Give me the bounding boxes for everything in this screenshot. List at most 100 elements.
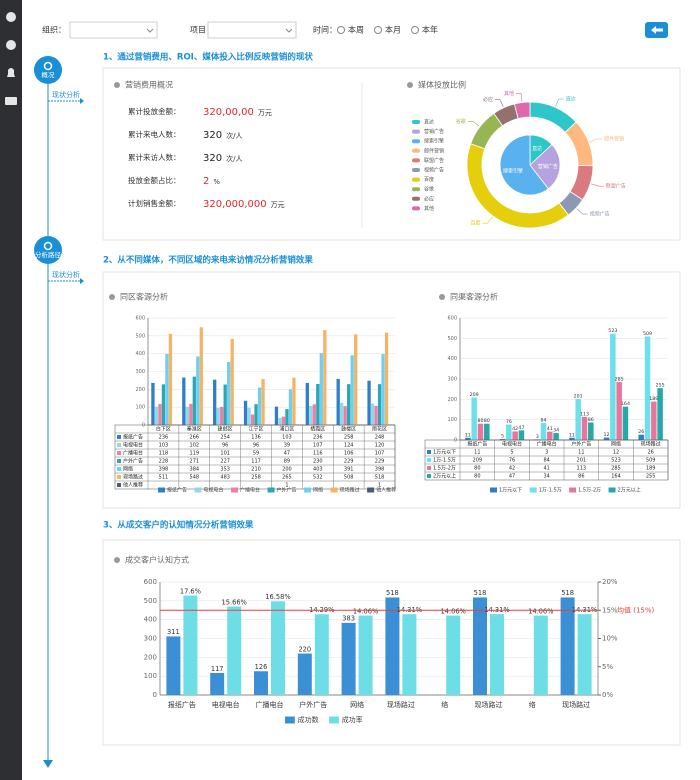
bar — [210, 672, 225, 695]
table-header: 浦口区 — [279, 426, 294, 433]
dashboard-icon[interactable] — [6, 12, 16, 22]
legend-label: 1万元以下 — [499, 488, 522, 494]
legend-label: 成功数 — [298, 715, 319, 724]
timeline-link[interactable]: 现状分析 — [52, 270, 80, 279]
y-tick-label: 500 — [447, 336, 457, 342]
legend-label: 邮件营销 — [424, 147, 444, 154]
legend-swatch — [529, 487, 537, 493]
table-cell: 236 — [313, 435, 323, 441]
table-cell: 230 — [313, 459, 323, 465]
table-cell: 96 — [222, 443, 228, 449]
radio-label: 本月 — [385, 25, 401, 35]
legend-label: 成功率 — [342, 715, 363, 724]
table-cell: 80 — [474, 474, 480, 480]
legend-swatch — [367, 487, 375, 493]
bar — [312, 404, 316, 425]
legend-swatch — [194, 487, 202, 493]
header-dot — [439, 294, 445, 300]
data-label: 80 — [477, 418, 483, 424]
legend-label: 现场路过 — [340, 487, 360, 494]
data-label: 189 — [649, 396, 658, 402]
bar — [254, 404, 258, 425]
radio[interactable] — [374, 26, 382, 34]
bar — [199, 327, 203, 425]
table-cell: 255 — [646, 474, 656, 480]
header-dot — [407, 82, 413, 88]
bar — [384, 332, 389, 425]
data-label: 26 — [638, 429, 644, 435]
table-row-label: 1万-1.5万 — [433, 458, 456, 464]
bar — [288, 389, 293, 425]
legend-label: 户外广告 — [277, 487, 297, 494]
bar — [316, 383, 320, 425]
table-cell: 228 — [159, 459, 169, 465]
radio[interactable] — [411, 26, 419, 34]
bell-icon[interactable] — [7, 68, 15, 77]
bar — [323, 330, 327, 425]
data-label: 117 — [211, 665, 224, 673]
header-dot — [109, 294, 115, 300]
project-select[interactable] — [207, 21, 297, 39]
bar — [588, 422, 594, 440]
legend-label: 他人推荐 — [376, 487, 396, 494]
table-cell: 103 — [159, 443, 169, 449]
summary-unit: 次/人 — [226, 131, 242, 140]
data-label: 518 — [474, 589, 487, 597]
table-cell: 116 — [313, 451, 323, 457]
bar — [227, 606, 242, 695]
bar — [336, 378, 340, 425]
y-tick-label: 400 — [447, 356, 457, 362]
slice-label: 视频广告 — [590, 211, 610, 218]
data-label: 34 — [553, 428, 559, 434]
bar — [213, 379, 217, 425]
table-header: 网络 — [611, 441, 621, 448]
y-tick-label: 500 — [144, 597, 157, 605]
bar — [243, 400, 248, 425]
data-label: 126 — [255, 663, 268, 671]
radio[interactable] — [337, 26, 345, 34]
bar — [343, 406, 347, 425]
y-tick-label: 600 — [135, 316, 145, 322]
bar — [297, 653, 312, 695]
x-tick-label: 络 — [441, 700, 448, 709]
timeline-link[interactable]: 现状分析 — [52, 90, 80, 99]
table-cell: 483 — [220, 475, 230, 481]
table-row-label: 1.5万-2万 — [433, 466, 456, 472]
y2-tick-label: 20% — [602, 578, 618, 586]
org-select[interactable] — [69, 21, 158, 39]
data-label: 42 — [512, 426, 518, 432]
panel — [102, 271, 681, 509]
bar — [192, 376, 196, 425]
legend-label: 必应 — [424, 195, 434, 202]
table-swatch — [427, 466, 431, 470]
filter-bar: 组织： 项目： 时间： — [42, 21, 668, 39]
select-arrow — [285, 28, 293, 33]
summary-unit: 万元 — [271, 201, 285, 209]
bar — [569, 437, 575, 440]
table-header: 白下区 — [156, 426, 171, 433]
bar — [603, 437, 610, 440]
y-tick-label: 300 — [447, 377, 457, 383]
bar — [377, 384, 382, 425]
summary-label: 累计来访人数： — [128, 152, 181, 162]
bar — [340, 402, 344, 425]
timeline-link-arrow — [80, 278, 84, 284]
y2-tick-label: 10% — [602, 635, 618, 643]
legend-swatch — [329, 716, 339, 724]
bar — [257, 387, 262, 425]
globe-icon[interactable] — [6, 40, 16, 50]
legend-swatch — [608, 487, 616, 493]
timeline-icon — [43, 241, 53, 251]
data-label: 285 — [615, 377, 624, 383]
table-header: 鼓楼区 — [341, 426, 356, 433]
table-swatch — [427, 458, 431, 462]
data-label: 14.06% — [353, 607, 378, 615]
monitor-icon[interactable] — [5, 97, 17, 105]
summary-label: 累计来电人数： — [128, 129, 181, 139]
bar — [223, 384, 227, 425]
table-cell: 59 — [253, 451, 259, 457]
timeline-icon — [43, 61, 53, 71]
bar — [254, 671, 268, 695]
filter-label: 组织： — [42, 25, 66, 35]
slice-label: 邮件营销 — [604, 136, 624, 143]
